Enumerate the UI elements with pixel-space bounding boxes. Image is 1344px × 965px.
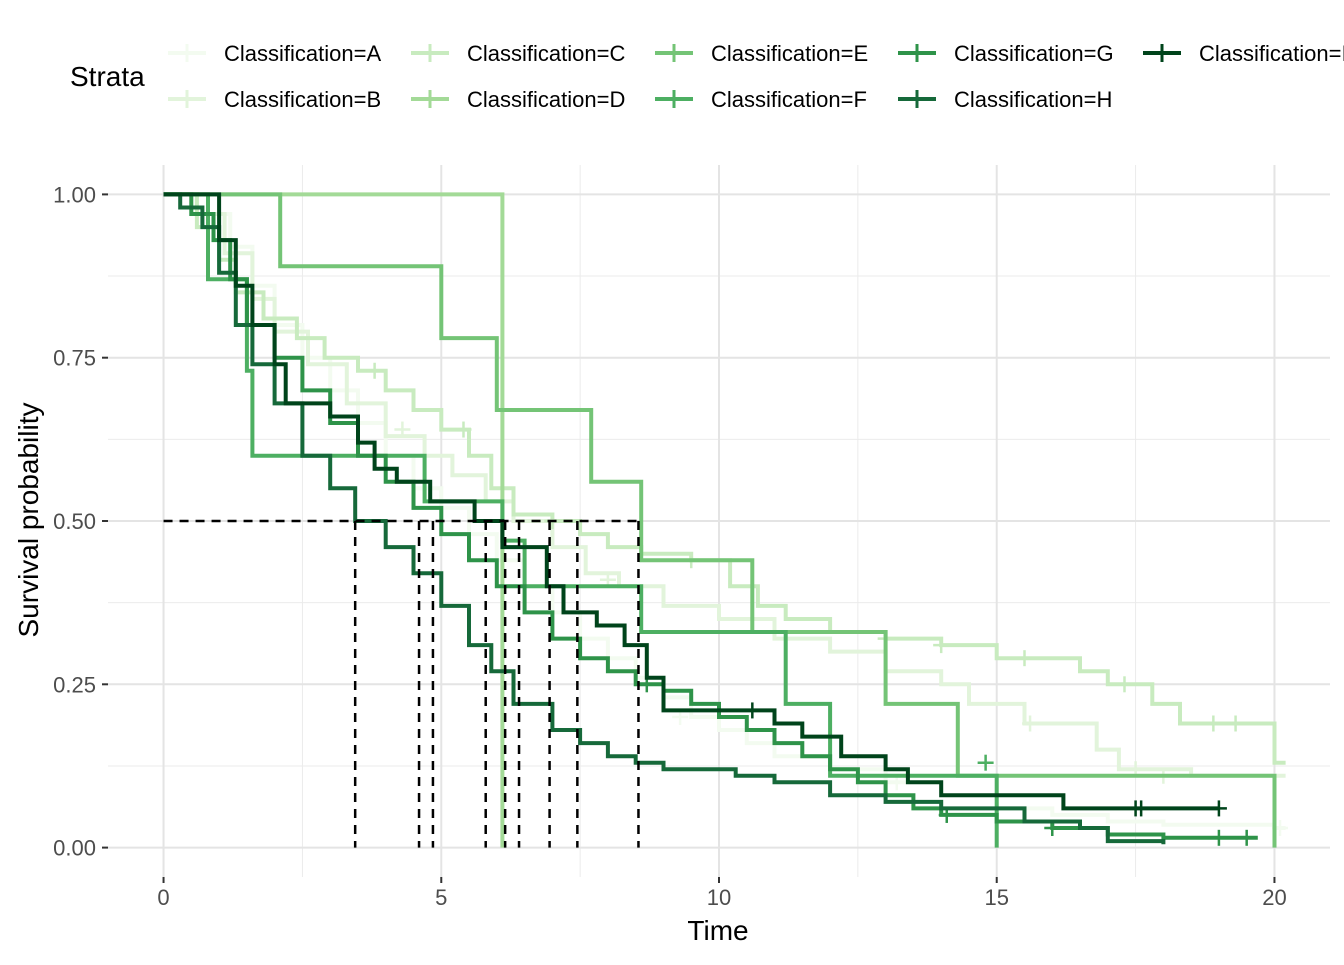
- legend-label: Classification=C: [467, 41, 625, 66]
- series-line-e: [163, 192, 1277, 848]
- legend-item: Classification=E: [655, 41, 868, 66]
- legend-item: Classification=G: [898, 41, 1114, 66]
- legend-label: Classification=A: [224, 41, 381, 66]
- x-tick-label: 20: [1262, 885, 1286, 910]
- legend-item: Classification=B: [168, 87, 381, 112]
- x-tick-label: 10: [707, 885, 731, 910]
- y-tick-label: 0.25: [53, 672, 96, 697]
- legend-item: Classification=I: [1143, 41, 1344, 66]
- y-tick-label: 0.00: [53, 836, 96, 861]
- legend-label: Classification=B: [224, 87, 381, 112]
- axes: Time Survival probability 0 5 10 15 20 0.00 0.…: [13, 182, 1287, 946]
- series-line-h: [163, 192, 1166, 845]
- y-tick-label: 1.00: [53, 182, 96, 207]
- series-line-a: [163, 192, 1286, 830]
- x-tick-label: 5: [435, 885, 447, 910]
- x-tick-label: 0: [157, 885, 169, 910]
- series-lines: [163, 192, 1289, 848]
- legend-label: Classification=H: [954, 87, 1112, 112]
- legend-item: Classification=F: [655, 87, 867, 112]
- x-axis-label: Time: [687, 915, 748, 946]
- y-tick-label: 0.75: [53, 346, 96, 371]
- legend-label: Classification=F: [711, 87, 867, 112]
- series-line-g: [163, 192, 1258, 840]
- legend-item: Classification=H: [898, 87, 1112, 112]
- x-tick-label: 15: [984, 885, 1008, 910]
- legend-label: Classification=D: [467, 87, 625, 112]
- y-axis-label: Survival probability: [13, 403, 44, 638]
- legend-label: Classification=G: [954, 41, 1114, 66]
- y-tick-label: 0.50: [53, 509, 96, 534]
- legend-item: Classification=C: [411, 41, 625, 66]
- grid: [108, 165, 1330, 877]
- legend-item: Classification=A: [168, 41, 381, 66]
- legend-item: Classification=D: [411, 87, 625, 112]
- legend-label: Classification=I: [1199, 41, 1344, 66]
- legend-label: Classification=E: [711, 41, 868, 66]
- series-line-i: [163, 192, 1219, 811]
- legend: Strata Classification=A Classification=B C…: [70, 41, 1344, 112]
- series-line-c: [163, 192, 1286, 765]
- legend-title: Strata: [70, 61, 145, 92]
- median-lines: [163, 519, 640, 848]
